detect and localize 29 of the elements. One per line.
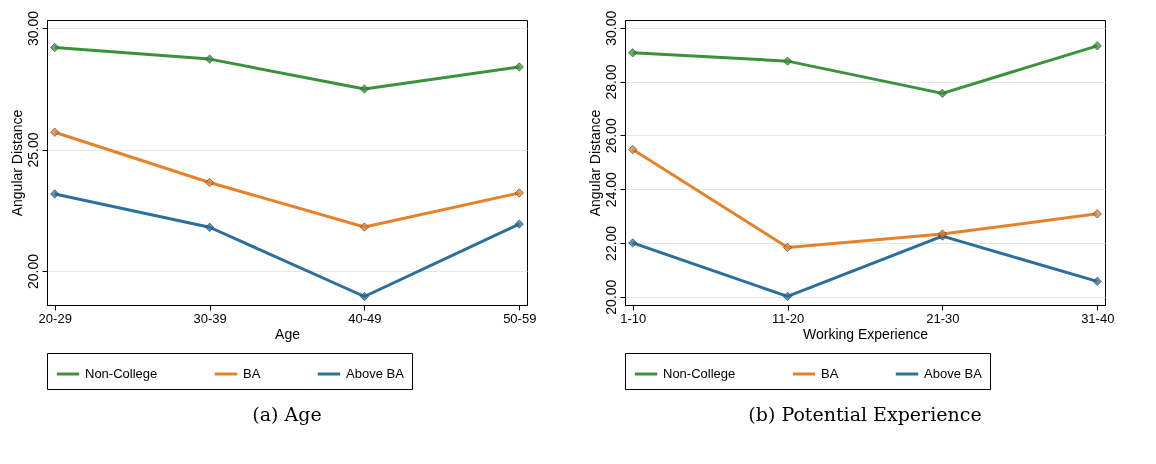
legend-label: BA xyxy=(243,366,261,381)
x-tick-label: 40-49 xyxy=(348,310,382,326)
x-tick-label: 31-40 xyxy=(1081,310,1115,326)
y-tick-label: 26.00 xyxy=(602,118,619,154)
x-tick-label: 20-29 xyxy=(38,310,72,326)
x-tick-label: 50-59 xyxy=(503,310,537,326)
x-axis-title: Working Experience xyxy=(802,325,929,342)
y-tick-label: 28.00 xyxy=(602,64,619,100)
y-tick-label: 22.00 xyxy=(602,225,619,261)
text: (a) Age xyxy=(252,402,322,425)
y-tick-label: 20.00 xyxy=(24,253,41,290)
x-tick-label: 30-39 xyxy=(193,310,227,326)
legend-label: Above BA xyxy=(924,366,983,381)
y-tick-label: 24.00 xyxy=(602,171,619,208)
legend-label: Non-College xyxy=(663,366,736,381)
legend-label: Above BA xyxy=(346,366,405,381)
y-tick-label: 30.00 xyxy=(602,10,619,46)
x-tick-label: 21-30 xyxy=(926,310,960,326)
y-axis-title: Angular Distance xyxy=(586,109,603,217)
legend-label: BA xyxy=(821,366,839,381)
text: (b) Potential Experience xyxy=(748,402,982,425)
y-tick-label: 20.00 xyxy=(602,279,619,315)
y-tick-label: 25.00 xyxy=(24,132,41,168)
y-axis-title: Angular Distance xyxy=(8,109,25,217)
x-tick-label: 1-10 xyxy=(620,310,647,326)
y-tick-label: 30.00 xyxy=(24,10,41,47)
x-tick-label: 11-20 xyxy=(771,310,805,326)
legend-label: Non-College xyxy=(85,366,158,381)
x-axis-title: Age xyxy=(275,325,301,342)
